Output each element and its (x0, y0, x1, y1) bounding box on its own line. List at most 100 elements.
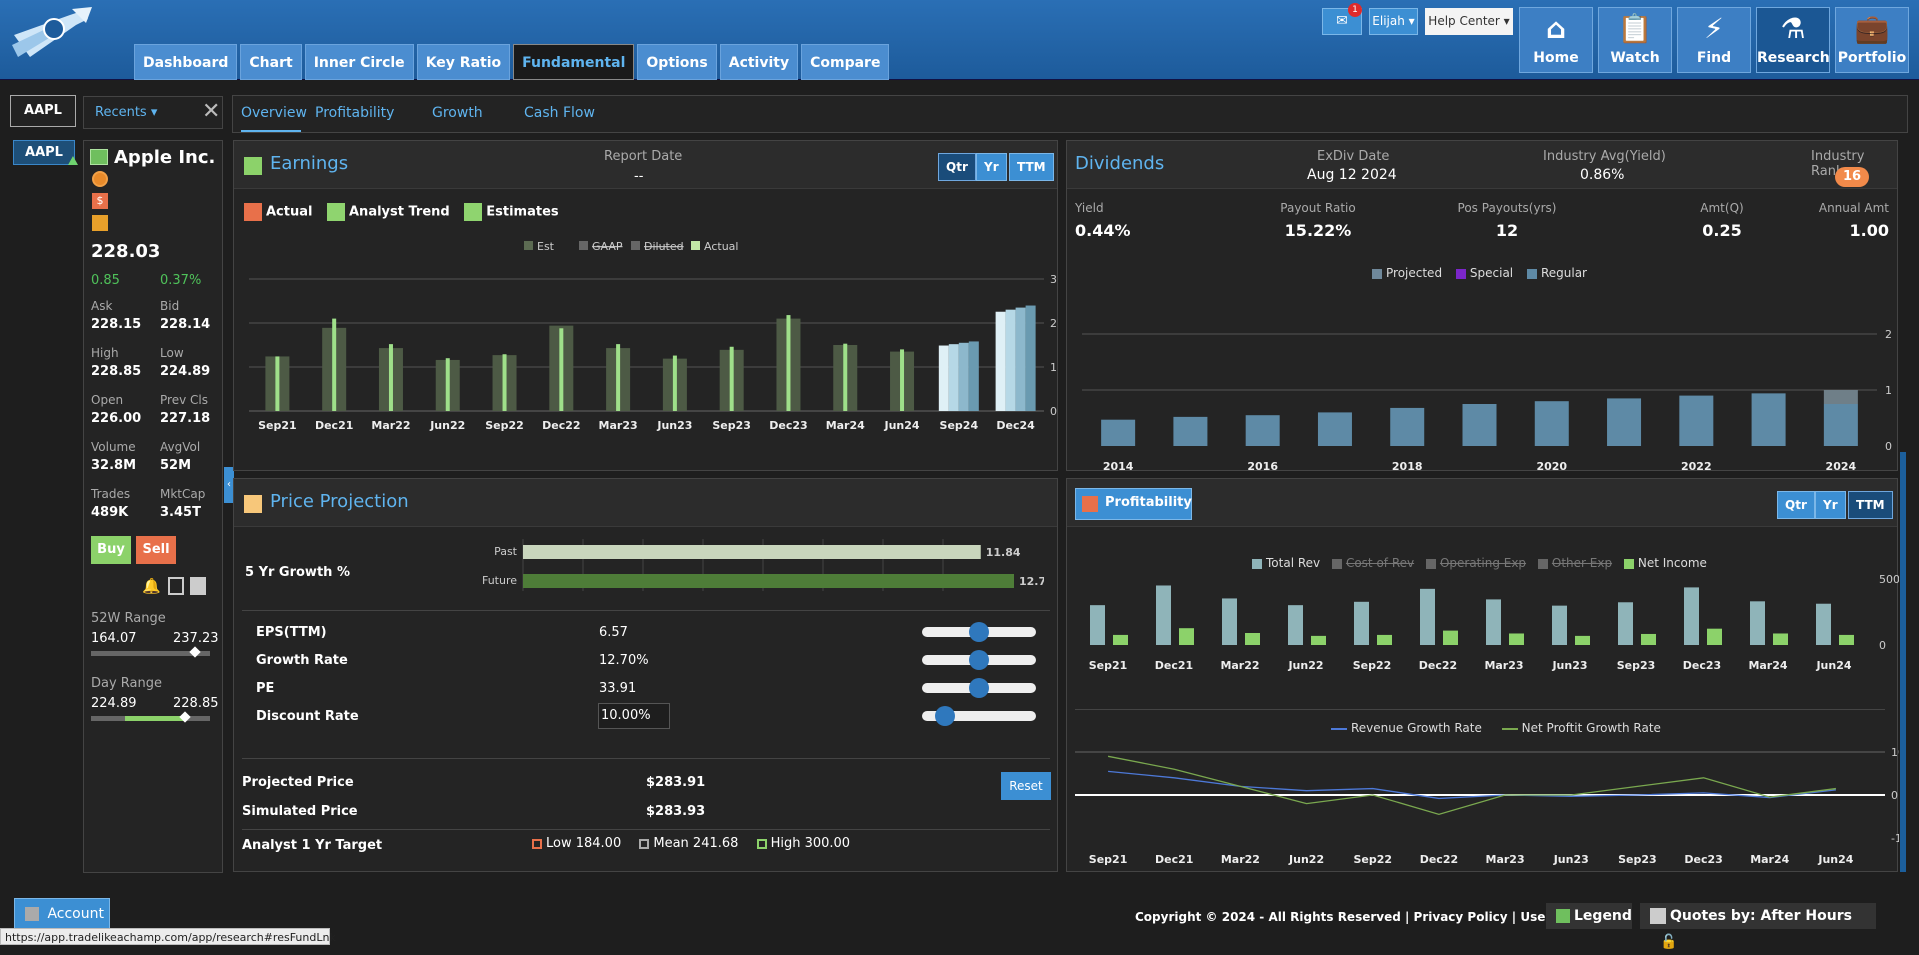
total-rev-bar[interactable] (1750, 601, 1765, 645)
regular-dividend-bar[interactable] (1679, 395, 1714, 446)
regular-dividend-bar[interactable] (1173, 416, 1208, 446)
actual-bar[interactable] (559, 328, 564, 411)
collapse-handle[interactable]: ‹ (224, 467, 234, 503)
actual-bar[interactable] (332, 318, 337, 411)
actual-bar[interactable] (275, 356, 280, 411)
alert-icon[interactable]: 🔔 (142, 577, 161, 595)
actual-bar[interactable] (388, 344, 393, 411)
regular-dividend-bar[interactable] (1101, 419, 1136, 446)
sell-button[interactable]: Sell (136, 536, 176, 564)
nav-tab-activity[interactable]: Activity (719, 44, 799, 80)
slider-knob[interactable] (969, 622, 989, 642)
nav-tab-compare[interactable]: Compare (801, 44, 890, 80)
total-rev-bar[interactable] (1552, 605, 1567, 645)
chart-icon[interactable] (90, 149, 108, 165)
actual-bar[interactable] (843, 343, 848, 411)
future-est-bar[interactable] (1025, 305, 1036, 411)
net-income-bar[interactable] (1245, 633, 1260, 645)
total-rev-bar[interactable] (1816, 603, 1831, 645)
regular-dividend-bar[interactable] (1607, 398, 1642, 446)
total-rev-bar[interactable] (1090, 605, 1105, 645)
notes-icon[interactable] (190, 577, 206, 595)
export-icon[interactable] (168, 577, 184, 595)
subtab-profitability[interactable]: Profitability (315, 105, 395, 121)
ttm-toggle[interactable]: TTM (1009, 153, 1054, 181)
regular-dividend-bar[interactable] (1317, 412, 1352, 446)
recents-dropdown[interactable]: Recents ▾ (95, 105, 158, 120)
subtab-growth[interactable]: Growth (432, 105, 483, 121)
nav-find-button[interactable]: ⚡ Find (1677, 7, 1751, 73)
yr-toggle[interactable]: Yr (976, 153, 1007, 181)
discount-rate-input[interactable]: 10.00% (598, 703, 670, 729)
symbol-input[interactable]: AAPL (10, 95, 76, 127)
past-growth-bar[interactable] (523, 545, 981, 559)
opex-toggle[interactable]: Operating Exp (1439, 556, 1527, 570)
regular-dividend-bar[interactable] (1751, 393, 1786, 446)
circle-icon[interactable] (92, 171, 108, 187)
future-est-bar[interactable] (995, 311, 1006, 411)
net-income-bar[interactable] (1443, 630, 1458, 645)
total-rev-bar[interactable] (1222, 598, 1237, 645)
profitability-title-badge[interactable]: Profitability (1075, 488, 1192, 520)
regular-dividend-bar[interactable] (1534, 401, 1569, 446)
future-growth-bar[interactable] (523, 574, 1014, 588)
user-menu[interactable]: Elijah ▾ (1369, 8, 1418, 35)
net-income-bar[interactable] (1113, 634, 1128, 645)
subtab-cash-flow[interactable]: Cash Flow (524, 105, 595, 121)
copyright[interactable]: Copyright © 2024 - All Rights Reserved |… (1135, 910, 1631, 924)
regular-dividend-bar[interactable] (1823, 404, 1858, 446)
future-est-bar[interactable] (968, 341, 979, 411)
earnings-legend-item[interactable]: Est (524, 240, 555, 253)
nav-tab-fundamental[interactable]: Fundamental (513, 44, 635, 80)
projection-slider[interactable] (922, 622, 1036, 642)
symbol-list-item[interactable]: AAPL (13, 140, 75, 165)
total-rev-bar[interactable] (1156, 585, 1171, 645)
regular-dividend-bar[interactable] (1390, 407, 1425, 446)
actual-bar[interactable] (786, 315, 791, 411)
nav-tab-key-ratio[interactable]: Key Ratio (416, 44, 511, 80)
slider-knob[interactable] (969, 678, 989, 698)
profit-yr-toggle[interactable]: Yr (1815, 491, 1846, 519)
nav-tab-inner-circle[interactable]: Inner Circle (304, 44, 414, 80)
slider-knob[interactable] (969, 650, 989, 670)
total-rev-bar[interactable] (1684, 587, 1699, 645)
total-rev-bar[interactable] (1618, 602, 1633, 645)
buy-button[interactable]: Buy (91, 536, 131, 564)
slider-knob[interactable] (934, 706, 955, 726)
earnings-legend-item[interactable]: Actual (691, 240, 738, 253)
total-rev-bar[interactable] (1288, 605, 1303, 645)
help-center-button[interactable]: Help Center ▾ (1425, 8, 1513, 35)
nav-tab-options[interactable]: Options (637, 44, 717, 80)
nav-portfolio-button[interactable]: 💼 Portfolio (1835, 7, 1909, 73)
other-exp-toggle[interactable]: Other Exp (1551, 556, 1613, 570)
nav-home-button[interactable]: ⌂ Home (1519, 7, 1593, 73)
actual-bar[interactable] (729, 346, 734, 411)
future-est-bar[interactable] (938, 345, 949, 411)
regular-dividend-bar[interactable] (1462, 404, 1497, 446)
projection-slider[interactable] (922, 650, 1036, 670)
future-est-bar[interactable] (948, 344, 959, 411)
net-profit-growth-line[interactable] (1107, 755, 1837, 816)
reset-button[interactable]: Reset (1001, 772, 1051, 800)
net-income-bar[interactable] (1575, 635, 1590, 645)
quotes-mode[interactable]: Quotes by: After Hours 🔓 (1640, 903, 1876, 950)
dollar-icon[interactable]: $ (92, 193, 108, 209)
legend-button[interactable]: Legend (1546, 903, 1632, 929)
actual-bar[interactable] (445, 358, 450, 411)
net-income-bar[interactable] (1839, 634, 1854, 645)
projected-dividend-bar[interactable] (1823, 390, 1858, 404)
actual-bar[interactable] (502, 354, 507, 411)
cost-rev-toggle[interactable]: Cost of Rev (1345, 556, 1415, 570)
future-est-bar[interactable] (958, 342, 969, 411)
qtr-toggle[interactable]: Qtr (938, 153, 976, 181)
account-button[interactable]: Account (14, 898, 110, 930)
close-icon[interactable]: ✕ (202, 99, 221, 124)
projection-slider[interactable] (922, 706, 1036, 726)
future-est-bar[interactable] (1015, 307, 1026, 411)
nav-tab-dashboard[interactable]: Dashboard (134, 44, 238, 80)
earnings-legend-item[interactable]: GAAP (579, 240, 623, 253)
regular-dividend-bar[interactable] (1245, 415, 1280, 446)
earnings-legend-item[interactable]: Diluted (631, 240, 684, 253)
net-income-bar[interactable] (1179, 628, 1194, 645)
future-est-bar[interactable] (1005, 309, 1016, 411)
